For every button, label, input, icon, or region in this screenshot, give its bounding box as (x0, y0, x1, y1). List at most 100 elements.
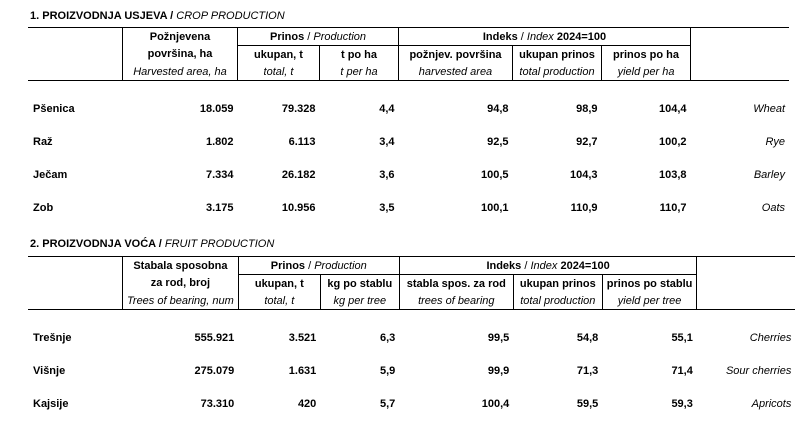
fruit-pertree: 6,3 (380, 332, 396, 344)
fruit-trees-header: Stabala sposobna (122, 256, 239, 275)
table-row: Trešnje 555.921 3.521 6,3 99,5 54,8 55,1… (28, 322, 795, 355)
crop-idx-yield: 110,7 (659, 202, 687, 214)
crop-idx-total: 104,3 (569, 169, 598, 181)
crop-area: 18.059 (199, 103, 234, 115)
fruit-trees-header-en: Trees of bearing, num (122, 292, 239, 310)
fruit-total-header: ukupan, t (237, 274, 321, 292)
fruit-idx-trees: 99,9 (487, 365, 510, 377)
crop-index-header: Indeks / Index 2024=100 (398, 27, 691, 46)
fruit-pertree-header-en: kg per tree (319, 292, 400, 310)
fruit-prinos-header: Prinos / Production (237, 256, 400, 275)
fruit-pertree: 5,7 (380, 398, 396, 410)
table-row: Zob 3.175 10.956 3,5 100,1 110,9 110,7 O… (28, 192, 789, 225)
crop-total: 10.956 (281, 202, 316, 214)
fruit-idx-total-header: ukupan prinos (512, 274, 603, 292)
fruit-table: Stabala sposobna Prinos / Production Ind… (28, 256, 796, 421)
crop-idx-total: 98,9 (576, 103, 598, 115)
fruit-name: Višnje (33, 365, 66, 377)
crop-area-header-en: Harvested area, ha (122, 63, 238, 81)
crop-prinos-header: Prinos / Production (237, 27, 399, 46)
fruit-name: Trešnje (33, 332, 72, 344)
fruit-idx-yield-header-en: yield per tree (601, 292, 698, 310)
crop-idx-area-header: požnjev. površina (398, 45, 513, 63)
crop-perha-header: t po ha (319, 45, 399, 63)
fruit-trees: 275.079 (194, 365, 235, 377)
fruit-idx-total-header-en: total production (512, 292, 603, 310)
crop-header-row-3: Harvested area, ha total, t t per ha har… (28, 63, 789, 81)
fruit-trees: 73.310 (200, 398, 235, 410)
table-row: Raž 1.802 6.113 3,4 92,5 92,7 100,2 Rye (28, 126, 789, 159)
crop-area: 1.802 (205, 136, 234, 148)
fruit-section-title: 2. PROIZVODNJA VOĆA / FRUIT PRODUCTION (30, 238, 275, 250)
crop-perha: 3,4 (379, 136, 395, 148)
fruit-title-hr: 2. PROIZVODNJA VOĆA (30, 238, 156, 250)
fruit-name: Kajsije (33, 398, 69, 410)
fruit-idx-trees-header-en: trees of bearing (398, 292, 514, 310)
crop-header-row-2: površina, ha ukupan, t t po ha požnjev. … (28, 45, 789, 63)
crop-area: 7.334 (205, 169, 234, 181)
crop-area-header-2: površina, ha (122, 45, 238, 63)
fruit-total: 420 (297, 398, 317, 410)
crop-idx-area: 100,1 (480, 202, 509, 214)
fruit-pertree-header: kg po stablu (319, 274, 400, 292)
table-row: Višnje 275.079 1.631 5,9 99,9 71,3 71,4 … (28, 355, 795, 388)
fruit-header-row-1: Stabala sposobna Prinos / Production Ind… (28, 256, 796, 275)
crop-name-en: Rye (765, 136, 785, 148)
crop-area: 3.175 (205, 202, 234, 214)
crop-area-header: Požnjevena (122, 27, 238, 46)
crop-idx-total-header-en: total production (512, 63, 602, 81)
crop-idx-total-header: ukupan prinos (512, 45, 602, 63)
crop-total-header-en: total, t (237, 63, 320, 81)
fruit-title-en: FRUIT PRODUCTION (164, 238, 275, 250)
fruit-trees-header-2: za rod, broj (122, 274, 239, 292)
crop-name-en: Oats (761, 202, 785, 214)
fruit-idx-trees: 99,5 (487, 332, 510, 344)
crop-idx-yield: 104,4 (658, 103, 687, 115)
crop-perha: 3,6 (379, 169, 395, 181)
crop-name-en: Wheat (753, 103, 785, 115)
fruit-idx-trees: 100,4 (481, 398, 510, 410)
crop-table: Požnjevena Prinos / Production Indeks / … (28, 27, 789, 225)
crop-perha: 4,4 (379, 103, 395, 115)
fruit-idx-yield: 59,3 (671, 398, 693, 410)
crop-total: 26.182 (281, 169, 316, 181)
table-row: Pšenica 18.059 79.328 4,4 94,8 98,9 104,… (28, 93, 789, 126)
fruit-name-en: Cherries (749, 332, 792, 344)
fruit-header-row-3: Trees of bearing, num total, t kg per tr… (28, 292, 796, 310)
crop-section-title: 1. PROIZVODNJA USJEVA / CROP PRODUCTION (30, 10, 285, 22)
crop-total-header: ukupan, t (237, 45, 320, 63)
crop-name: Zob (33, 202, 54, 214)
crop-name: Raž (33, 136, 53, 148)
fruit-idx-yield: 71,4 (671, 365, 693, 377)
fruit-name-en: Apricots (751, 398, 792, 410)
fruit-name-en: Sour cherries (725, 365, 792, 377)
crop-title-hr: 1. PROIZVODNJA USJEVA (30, 10, 168, 22)
crop-idx-yield: 100,2 (658, 136, 687, 148)
crop-title-en: CROP PRODUCTION (176, 10, 285, 22)
fruit-total: 1.631 (288, 365, 317, 377)
crop-perha-header-en: t per ha (319, 63, 399, 81)
crop-perha: 3,5 (379, 202, 395, 214)
crop-idx-area: 100,5 (480, 169, 509, 181)
fruit-pertree: 5,9 (380, 365, 396, 377)
crop-idx-area: 94,8 (487, 103, 509, 115)
fruit-total-header-en: total, t (237, 292, 321, 310)
crop-total: 6.113 (288, 136, 316, 148)
crop-idx-total: 110,9 (570, 202, 598, 214)
fruit-header-row-2: za rod, broj ukupan, t kg po stablu stab… (28, 274, 795, 292)
crop-name: Pšenica (33, 103, 75, 115)
fruit-idx-total: 71,3 (576, 365, 599, 377)
fruit-idx-total: 54,8 (576, 332, 599, 344)
fruit-total: 3.521 (288, 332, 317, 344)
table-row: Kajsije 73.310 420 5,7 100,4 59,5 59,3 A… (28, 388, 795, 421)
fruit-trees: 555.921 (194, 332, 235, 344)
fruit-idx-total: 59,5 (576, 398, 599, 410)
crop-header-row-1: Požnjevena Prinos / Production Indeks / … (28, 27, 789, 46)
fruit-idx-trees-header: stabla spos. za rod (398, 274, 514, 292)
crop-idx-total: 92,7 (576, 136, 598, 148)
crop-name: Ječam (33, 169, 68, 181)
fruit-index-header: Indeks / Index 2024=100 (398, 256, 698, 275)
crop-idx-yield-header-en: yield per ha (601, 63, 691, 81)
crop-idx-area-header-en: harvested area (398, 63, 513, 81)
crop-idx-area: 92,5 (487, 136, 509, 148)
